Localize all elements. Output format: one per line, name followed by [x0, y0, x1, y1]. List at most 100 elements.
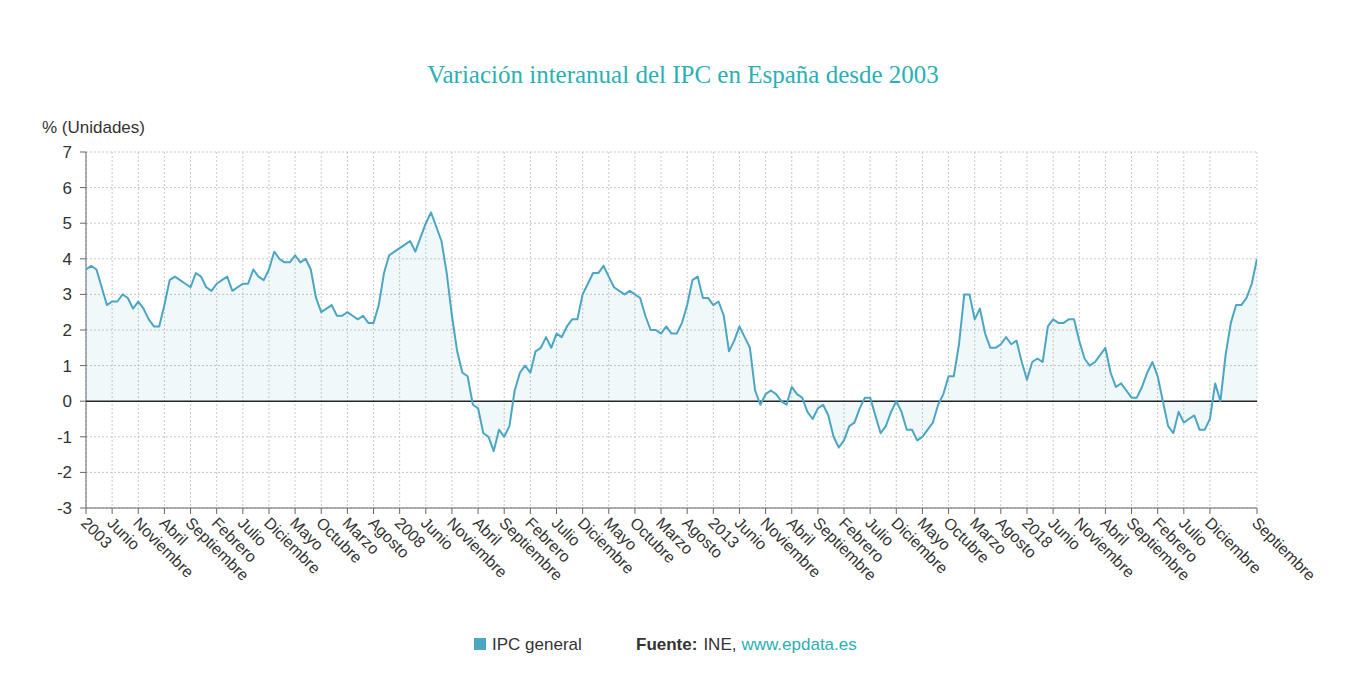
- x-grid-line: [1105, 152, 1106, 508]
- x-tick: [1257, 508, 1258, 514]
- x-grid-line: [948, 152, 949, 508]
- x-tick: [478, 508, 479, 514]
- x-grid-line: [817, 152, 818, 508]
- x-grid-line: [896, 152, 897, 508]
- x-grid-line: [1157, 152, 1158, 508]
- x-tick: [164, 508, 165, 514]
- y-tick-label: 3: [63, 285, 72, 304]
- y-tick-label: 0: [63, 392, 72, 411]
- y-tick: [80, 365, 86, 366]
- y-tick-label: 2: [63, 321, 72, 340]
- x-grid-line: [530, 152, 531, 508]
- y-tick-label: -3: [57, 499, 72, 518]
- y-grid-line: [86, 223, 1257, 224]
- legend-swatch: [474, 638, 486, 650]
- x-tick: [817, 508, 818, 514]
- source: Fuente: INE,www.epdata.es: [636, 635, 857, 654]
- x-grid-line: [870, 152, 871, 508]
- x-tick: [530, 508, 531, 514]
- y-tick: [80, 152, 86, 153]
- y-tick: [80, 472, 86, 473]
- y-grid-line: [86, 187, 1257, 188]
- x-tick: [347, 508, 348, 514]
- x-tick-label: Abril: [156, 514, 191, 549]
- x-tick: [713, 508, 714, 514]
- source-text: INE,: [703, 635, 736, 654]
- y-tick-label: 7: [63, 143, 72, 162]
- x-grid-line: [1079, 152, 1080, 508]
- x-tick: [791, 508, 792, 514]
- background: [0, 0, 1353, 683]
- x-grid-line: [504, 152, 505, 508]
- y-grid-line: [86, 436, 1257, 437]
- x-tick: [190, 508, 191, 514]
- x-tick: [86, 508, 87, 514]
- y-grid-line: [86, 152, 1257, 153]
- x-axis: [86, 508, 1257, 509]
- x-tick: [399, 508, 400, 514]
- x-tick: [896, 508, 897, 514]
- y-tick-label: 4: [63, 250, 72, 269]
- plot-area: [86, 213, 1257, 452]
- x-tick: [451, 508, 452, 514]
- chart: Variación interanual del IPC en España d…: [0, 0, 1353, 683]
- source-link: www.epdata.es: [740, 635, 856, 654]
- x-tick: [112, 508, 113, 514]
- x-grid-line: [1000, 152, 1001, 508]
- x-tick: [1183, 508, 1184, 514]
- title: Variación interanual del IPC en España d…: [427, 61, 939, 88]
- x-tick-label: Abril: [784, 514, 819, 549]
- x-tick: [242, 508, 243, 514]
- x-grid-line: [765, 152, 766, 508]
- y-grid-line: [86, 508, 1257, 509]
- x-grid-line: [791, 152, 792, 508]
- x-tick: [974, 508, 975, 514]
- y-tick-label: -1: [57, 428, 72, 447]
- source-label: Fuente:: [636, 635, 697, 654]
- x-grid-line: [556, 152, 557, 508]
- y-tick: [80, 330, 86, 331]
- y-axis-label: % (Unidades): [42, 118, 145, 137]
- x-tick: [556, 508, 557, 514]
- x-tick: [504, 508, 505, 514]
- x-tick: [321, 508, 322, 514]
- x-tick: [425, 508, 426, 514]
- x-tick-label: Abril: [1097, 514, 1132, 549]
- x-tick: [1053, 508, 1054, 514]
- x-tick: [582, 508, 583, 514]
- x-tick: [1000, 508, 1001, 514]
- y-grid-line: [86, 258, 1257, 259]
- x-tick: [765, 508, 766, 514]
- x-tick-label: Abril: [470, 514, 505, 549]
- x-tick: [216, 508, 217, 514]
- x-grid-line: [844, 152, 845, 508]
- x-grid-line: [478, 152, 479, 508]
- x-tick: [608, 508, 609, 514]
- x-grid-line: [661, 152, 662, 508]
- x-tick: [687, 508, 688, 514]
- y-tick: [80, 436, 86, 437]
- y-grid-line: [86, 472, 1257, 473]
- x-tick: [739, 508, 740, 514]
- x-tick: [1105, 508, 1106, 514]
- x-tick-label: Julio: [1176, 514, 1211, 549]
- y-tick: [80, 294, 86, 295]
- legend-label: IPC general: [492, 635, 582, 654]
- x-tick: [295, 508, 296, 514]
- y-tick-label: 6: [63, 179, 72, 198]
- y-tick-label: 1: [63, 357, 72, 376]
- x-grid-line: [1209, 152, 1210, 508]
- x-tick: [268, 508, 269, 514]
- y-tick: [80, 223, 86, 224]
- series-line: [86, 213, 1257, 452]
- x-tick: [870, 508, 871, 514]
- x-tick: [1026, 508, 1027, 514]
- x-tick: [373, 508, 374, 514]
- x-grid-line: [1131, 152, 1132, 508]
- area-fill: [86, 213, 1257, 452]
- x-grid-line: [1183, 152, 1184, 508]
- x-tick-label: Julio: [862, 514, 897, 549]
- x-tick: [922, 508, 923, 514]
- y-tick: [80, 508, 86, 509]
- x-grid-line: [1026, 152, 1027, 508]
